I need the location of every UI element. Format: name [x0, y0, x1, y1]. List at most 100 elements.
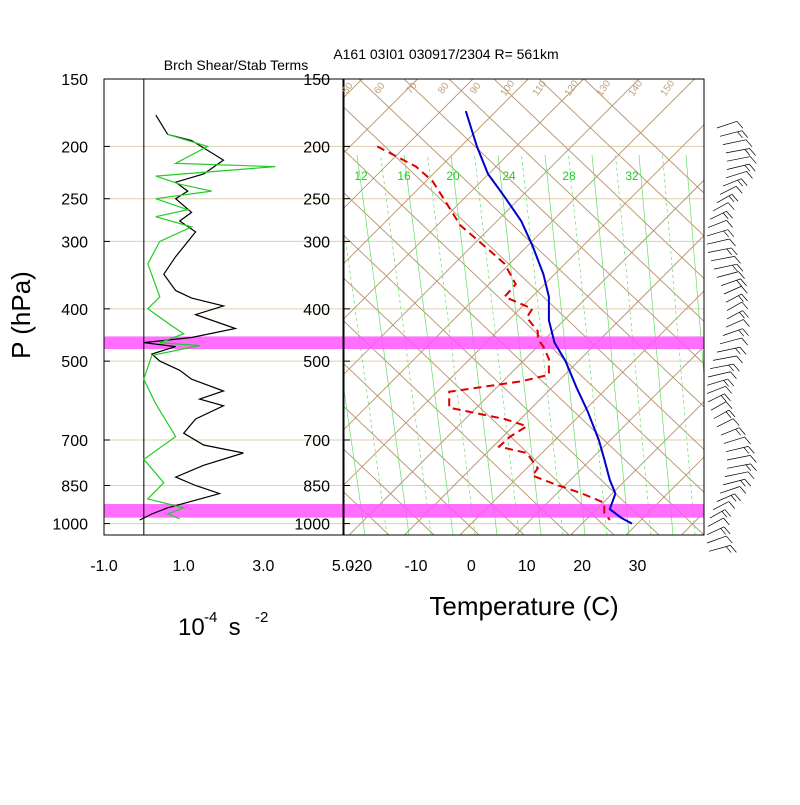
- left-panel-y-tick-labels: 150 200 250 300 400 500 700 850 1000: [52, 72, 110, 534]
- left-panel-highlight-bands: [104, 336, 343, 518]
- isotherm-line: [344, 79, 529, 264]
- right-panel-y-tick-labels: 150 200 250 300 400 500 700 850 1000: [294, 72, 350, 534]
- isotherm-line: [792, 79, 800, 535]
- right-y-tick-label: 1000: [294, 517, 330, 534]
- left-y-tick-label: 200: [61, 139, 88, 156]
- highlight-band: [344, 504, 704, 518]
- adiabat-line: [344, 149, 704, 493]
- isotherm-line: [570, 401, 704, 535]
- wind-barb-staff: [725, 446, 749, 453]
- right-y-tick-label: 300: [303, 234, 330, 251]
- mixing-ratio-line: [344, 387, 366, 535]
- highlight-band: [344, 336, 704, 350]
- wind-barbs: [706, 120, 757, 553]
- wind-barb-flag: [743, 319, 750, 327]
- wind-barb-flag: [734, 493, 741, 502]
- right-y-tick-label: 700: [303, 433, 330, 450]
- wind-barb-flag: [721, 511, 728, 518]
- wind-barb-flag: [723, 526, 731, 535]
- adiabat-line: [344, 534, 345, 535]
- wind-barb-staff: [722, 328, 743, 336]
- left-panel-x-tick-labels: -1.0 1.0 3.0 5.0: [90, 558, 354, 575]
- wind-barb-staff: [726, 455, 751, 461]
- theta-label: 140: [627, 78, 646, 98]
- left-panel-frame: [103, 78, 344, 536]
- left-y-tick-label: 700: [61, 433, 88, 450]
- wind-barb-staff: [707, 393, 725, 403]
- wind-barb-staff: [709, 363, 734, 370]
- wind-barb-flag: [744, 164, 751, 172]
- mixing-ratio-line: [615, 154, 652, 535]
- wind-barb-staff: [722, 178, 742, 187]
- wind-barb-staff: [712, 355, 737, 361]
- wind-barb-staff: [706, 378, 728, 386]
- wind-barb-staff: [707, 247, 732, 253]
- right-panel-theta-labels: 50 60 70 80 90 100 110 120 130 140 150: [340, 78, 677, 98]
- wind-barb-flag: [725, 411, 732, 418]
- wind-barb-flag: [727, 378, 735, 387]
- wind-barb-staff: [725, 148, 750, 154]
- mixing-ratio-line: [474, 154, 520, 535]
- wind-barb-flag: [735, 186, 743, 194]
- wind-barb-flag: [749, 163, 756, 172]
- right-y-tick-label: 150: [303, 72, 330, 89]
- wind-barb-flag: [740, 480, 746, 487]
- right-y-tick-label: 200: [303, 139, 330, 156]
- wind-barb-flag: [728, 195, 735, 203]
- right-y-tick-label: 850: [303, 478, 330, 495]
- left-y-tick-label: 250: [61, 192, 88, 209]
- adiabat-line: [344, 277, 615, 535]
- wind-barb-flag: [730, 371, 737, 379]
- wind-barb-flag: [743, 447, 750, 454]
- adiabat-line: [344, 106, 704, 451]
- wind-barb-flag: [723, 380, 729, 387]
- mixing-ratio-label: 16: [397, 169, 411, 183]
- wind-barb-flag: [750, 156, 757, 164]
- isotherm-line: [348, 179, 704, 535]
- right-panel-mixing-ratio-labels: 12 16 20 24 28 32: [354, 169, 639, 183]
- adiabat-line: [583, 79, 704, 194]
- isotherm-line: [0, 79, 251, 535]
- mixing-ratio-label: 20: [446, 169, 460, 183]
- isotherm-line: [681, 511, 704, 535]
- wind-barb-flag: [726, 535, 733, 544]
- adiabat-line: [344, 491, 390, 535]
- mixing-ratio-line: [380, 154, 432, 535]
- wind-barb-flag: [728, 409, 736, 418]
- right-panel-x-tick-labels: -20 -10 0 10 20 30: [349, 558, 646, 575]
- wind-barb-flag: [730, 495, 737, 502]
- wind-barb-staff: [706, 526, 725, 536]
- wind-barb-flag: [737, 131, 743, 139]
- wind-barb-staff: [722, 139, 747, 145]
- left-x-tick-label: 1.0: [173, 558, 195, 575]
- wind-barb-staff: [712, 501, 729, 511]
- wind-barb-flag: [733, 363, 740, 372]
- x-label-exp2: -2: [255, 609, 268, 626]
- wind-barb-flag: [742, 328, 749, 336]
- right-x-tick-label: 30: [629, 558, 647, 575]
- wind-barb-flag: [725, 546, 732, 553]
- wind-barb-flag: [741, 286, 748, 294]
- wind-barb-staff: [720, 278, 741, 287]
- wind-barb-flag: [726, 211, 733, 219]
- wind-barb-flag: [750, 455, 757, 463]
- wind-barb-flag: [725, 401, 733, 409]
- wind-barb-flag: [727, 229, 735, 237]
- right-x-tick-label: -10: [404, 558, 427, 575]
- adiabat-line: [493, 79, 704, 280]
- isotherm-line: [0, 79, 307, 535]
- wind-barb-flag: [741, 301, 749, 310]
- y-axis-label: P (hPa): [6, 271, 36, 359]
- left-series-line-0: [139, 114, 244, 521]
- wind-barb-flag: [732, 264, 738, 272]
- wind-barb-staff: [719, 337, 742, 345]
- right-panel-highlight-bands: [344, 336, 704, 518]
- mixing-ratio-label: 28: [562, 169, 576, 183]
- x-label-exp1: -4: [204, 609, 217, 626]
- adiabat-line: [0, 0, 119, 535]
- isotherm-line: [459, 290, 704, 535]
- wind-barb-staff: [726, 310, 743, 320]
- wind-barb-staff: [726, 163, 750, 170]
- wind-barb-staff: [708, 545, 731, 552]
- adiabat-line: [358, 79, 704, 408]
